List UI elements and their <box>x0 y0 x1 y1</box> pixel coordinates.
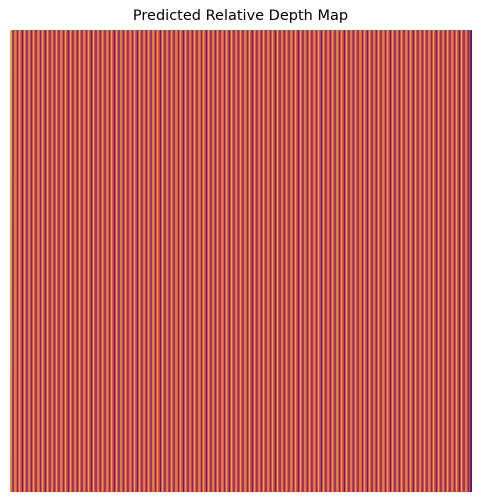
depth-map-left-edge <box>10 30 12 492</box>
figure-title: Predicted Relative Depth Map <box>132 8 349 24</box>
depth-map-right-edge <box>470 30 472 492</box>
depth-map-image <box>10 30 472 492</box>
